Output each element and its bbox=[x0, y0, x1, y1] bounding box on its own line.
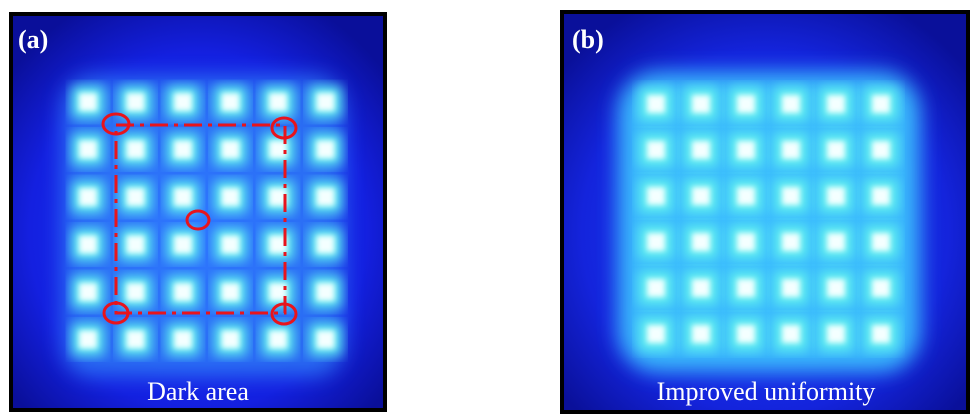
led-core bbox=[127, 141, 145, 159]
led-core bbox=[827, 233, 845, 251]
panel-caption: Improved uniformity bbox=[657, 377, 876, 406]
led-core bbox=[872, 95, 890, 113]
led-core bbox=[127, 93, 145, 111]
led-core bbox=[79, 141, 97, 159]
led-core bbox=[79, 93, 97, 111]
led-core bbox=[782, 233, 800, 251]
led-core bbox=[79, 283, 97, 301]
led-core bbox=[872, 187, 890, 205]
led-core bbox=[692, 187, 710, 205]
led-core bbox=[317, 141, 335, 159]
led-core bbox=[872, 279, 890, 297]
led-core bbox=[222, 283, 240, 301]
led-core bbox=[174, 141, 192, 159]
led-core bbox=[222, 331, 240, 349]
led-core bbox=[647, 141, 665, 159]
led-core bbox=[827, 187, 845, 205]
led-core bbox=[737, 95, 755, 113]
panel-label: (b) bbox=[572, 25, 604, 54]
led-core bbox=[79, 188, 97, 206]
led-core bbox=[782, 325, 800, 343]
led-core bbox=[79, 236, 97, 254]
led-core bbox=[827, 325, 845, 343]
panel-caption: Dark area bbox=[147, 377, 249, 406]
led-core bbox=[737, 141, 755, 159]
led-core bbox=[222, 141, 240, 159]
led-core bbox=[872, 141, 890, 159]
led-core bbox=[127, 331, 145, 349]
led-core bbox=[174, 93, 192, 111]
led-core bbox=[737, 279, 755, 297]
led-core bbox=[647, 187, 665, 205]
led-core bbox=[872, 325, 890, 343]
led-core bbox=[317, 331, 335, 349]
led-core bbox=[269, 93, 287, 111]
page: (a) Dark area (b) Improved uniformity ((… bbox=[0, 0, 976, 420]
led-core bbox=[647, 95, 665, 113]
led-core bbox=[827, 141, 845, 159]
panel-b: (b) Improved uniformity bbox=[560, 10, 970, 414]
led-core bbox=[222, 93, 240, 111]
led-core bbox=[737, 325, 755, 343]
led-core bbox=[782, 95, 800, 113]
led-core bbox=[827, 279, 845, 297]
led-core bbox=[692, 233, 710, 251]
led-core bbox=[647, 279, 665, 297]
led-core bbox=[872, 233, 890, 251]
panel-a: (a) Dark area bbox=[9, 12, 387, 412]
led-core bbox=[174, 188, 192, 206]
led-core bbox=[174, 283, 192, 301]
figure: (a) Dark area (b) Improved uniformity bbox=[0, 0, 976, 420]
led-core bbox=[782, 279, 800, 297]
led-core bbox=[79, 331, 97, 349]
led-core bbox=[174, 331, 192, 349]
led-core bbox=[692, 325, 710, 343]
led-core bbox=[827, 95, 845, 113]
led-core bbox=[222, 188, 240, 206]
led-core bbox=[222, 236, 240, 254]
led-core bbox=[782, 187, 800, 205]
led-core bbox=[317, 283, 335, 301]
led-core bbox=[174, 236, 192, 254]
led-core bbox=[127, 188, 145, 206]
led-core bbox=[692, 141, 710, 159]
led-core bbox=[127, 236, 145, 254]
led-core bbox=[737, 233, 755, 251]
led-core bbox=[269, 331, 287, 349]
led-core bbox=[127, 283, 145, 301]
led-core bbox=[692, 279, 710, 297]
led-core bbox=[647, 325, 665, 343]
led-core bbox=[317, 236, 335, 254]
led-core bbox=[647, 233, 665, 251]
led-core bbox=[317, 93, 335, 111]
led-core bbox=[692, 95, 710, 113]
led-core bbox=[317, 188, 335, 206]
panel-label: (a) bbox=[18, 25, 48, 54]
led-core bbox=[782, 141, 800, 159]
led-core bbox=[737, 187, 755, 205]
